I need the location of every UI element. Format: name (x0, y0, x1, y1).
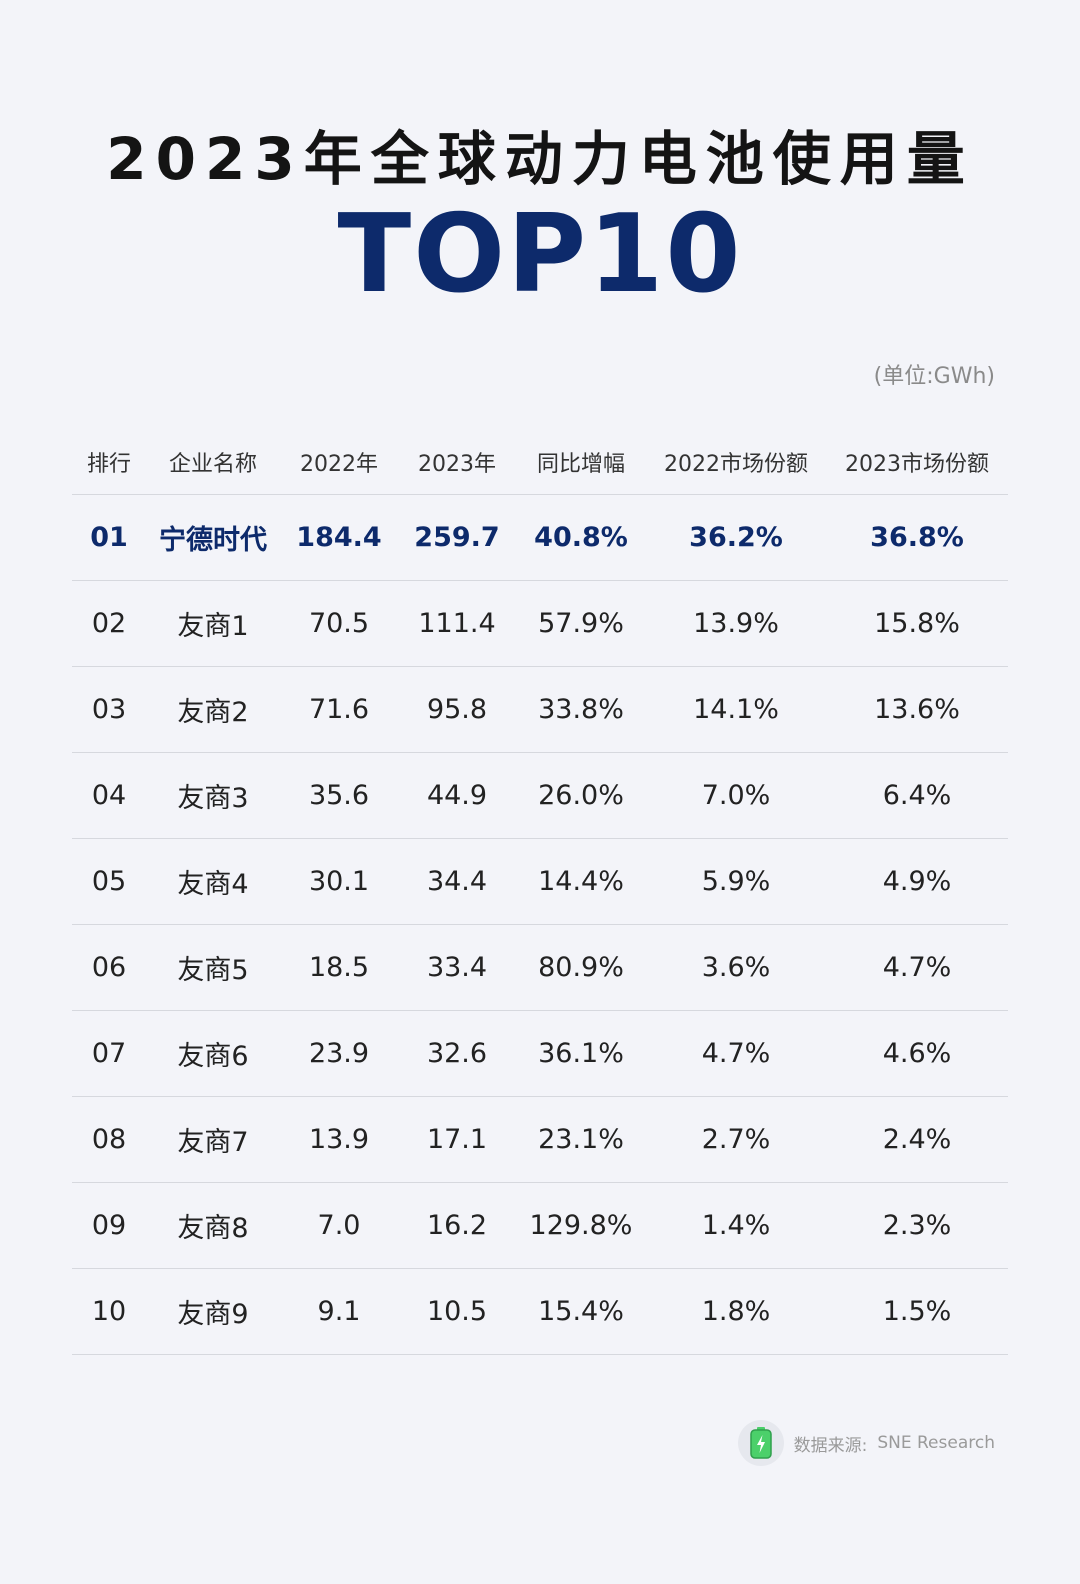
column-header-yoy-growth: 同比增幅 (516, 430, 646, 495)
value-2022-cell: 23.9 (280, 1010, 398, 1097)
rank-cell: 04 (72, 752, 146, 839)
share-2023-cell: 2.4% (826, 1096, 1008, 1183)
value-2022-cell: 30.1 (280, 838, 398, 925)
value-2023-cell: 44.9 (398, 752, 516, 839)
share-2022-cell: 36.2% (646, 494, 826, 581)
company-cell: 友商2 (146, 666, 280, 753)
company-cell: 友商6 (146, 1010, 280, 1097)
share-2022-cell: 1.4% (646, 1182, 826, 1269)
column-header-company: 企业名称 (146, 430, 280, 495)
value-2023-cell: 111.4 (398, 580, 516, 667)
share-2022-cell: 4.7% (646, 1010, 826, 1097)
rank-cell: 09 (72, 1182, 146, 1269)
table-row: 03 友商2 71.6 95.8 33.8% 14.1% 13.6% (72, 666, 1008, 753)
value-2022-cell: 13.9 (280, 1096, 398, 1183)
table-body: 01 宁德时代 184.4 259.7 40.8% 36.2% 36.8% 02 友商1 70.5… (72, 494, 1008, 1355)
value-2023-cell: 259.7 (398, 494, 516, 581)
table-row: 02 友商1 70.5 111.4 57.9% 13.9% 15.8% (72, 580, 1008, 667)
rank-cell: 03 (72, 666, 146, 753)
share-2022-cell: 13.9% (646, 580, 826, 667)
ranking-table-container: 排行 企业名称 2022年 2023年 同比增幅 2022市场份额 2023市场… (72, 430, 1008, 1355)
table-row: 09 友商8 7.0 16.2 129.8% 1.4% 2.3% (72, 1182, 1008, 1269)
column-header-2023: 2023年 (398, 430, 516, 495)
company-cell: 友商9 (146, 1268, 280, 1355)
rank-cell: 01 (72, 494, 146, 581)
yoy-growth-cell: 26.0% (516, 752, 646, 839)
rank-cell: 05 (72, 838, 146, 925)
table-header-row: 排行 企业名称 2022年 2023年 同比增幅 2022市场份额 2023市场… (72, 430, 1008, 495)
value-2023-cell: 95.8 (398, 666, 516, 753)
table-row: 07 友商6 23.9 32.6 36.1% 4.7% 4.6% (72, 1010, 1008, 1097)
table-row: 10 友商9 9.1 10.5 15.4% 1.8% 1.5% (72, 1268, 1008, 1355)
share-2022-cell: 3.6% (646, 924, 826, 1011)
value-2022-cell: 18.5 (280, 924, 398, 1011)
yoy-growth-cell: 23.1% (516, 1096, 646, 1183)
share-2022-cell: 1.8% (646, 1268, 826, 1355)
rank-cell: 07 (72, 1010, 146, 1097)
column-header-2023-share: 2023市场份额 (826, 430, 1008, 495)
company-cell: 友商3 (146, 752, 280, 839)
value-2022-cell: 7.0 (280, 1182, 398, 1269)
ranking-table: 排行 企业名称 2022年 2023年 同比增幅 2022市场份额 2023市场… (72, 430, 1008, 1355)
table-row: 06 友商5 18.5 33.4 80.9% 3.6% 4.7% (72, 924, 1008, 1011)
company-cell: 友商5 (146, 924, 280, 1011)
table-row: 08 友商7 13.9 17.1 23.1% 2.7% 2.4% (72, 1096, 1008, 1183)
rank-cell: 08 (72, 1096, 146, 1183)
page-subtitle: TOP10 (337, 192, 743, 317)
share-2022-cell: 14.1% (646, 666, 826, 753)
value-2023-cell: 16.2 (398, 1182, 516, 1269)
value-2022-cell: 35.6 (280, 752, 398, 839)
table-row: 05 友商4 30.1 34.4 14.4% 5.9% 4.9% (72, 838, 1008, 925)
share-2023-cell: 13.6% (826, 666, 1008, 753)
unit-label: (单位:GWh) (873, 364, 995, 389)
share-2023-cell: 4.9% (826, 838, 1008, 925)
share-2023-cell: 6.4% (826, 752, 1008, 839)
source-label: 数据来源: (793, 1435, 868, 1456)
yoy-growth-cell: 36.1% (516, 1010, 646, 1097)
company-cell: 友商4 (146, 838, 280, 925)
yoy-growth-cell: 15.4% (516, 1268, 646, 1355)
yoy-growth-cell: 57.9% (516, 580, 646, 667)
company-cell: 友商1 (146, 580, 280, 667)
value-2022-cell: 70.5 (280, 580, 398, 667)
share-2022-cell: 5.9% (646, 838, 826, 925)
source-name: SNE Research (877, 1433, 995, 1453)
yoy-growth-cell: 33.8% (516, 666, 646, 753)
rank-cell: 10 (72, 1268, 146, 1355)
column-header-2022: 2022年 (280, 430, 398, 495)
share-2023-cell: 4.7% (826, 924, 1008, 1011)
value-2022-cell: 9.1 (280, 1268, 398, 1355)
share-2022-cell: 2.7% (646, 1096, 826, 1183)
value-2023-cell: 32.6 (398, 1010, 516, 1097)
share-2022-cell: 7.0% (646, 752, 826, 839)
battery-icon (737, 1420, 784, 1466)
column-header-rank: 排行 (72, 430, 146, 495)
company-cell: 宁德时代 (146, 494, 280, 581)
yoy-growth-cell: 80.9% (516, 924, 646, 1011)
company-cell: 友商8 (146, 1182, 280, 1269)
page-title: 2023年全球动力电池使用量 (106, 125, 974, 193)
share-2023-cell: 4.6% (826, 1010, 1008, 1097)
yoy-growth-cell: 14.4% (516, 838, 646, 925)
value-2023-cell: 17.1 (398, 1096, 516, 1183)
share-2023-cell: 36.8% (826, 494, 1008, 581)
share-2023-cell: 1.5% (826, 1268, 1008, 1355)
table-row: 01 宁德时代 184.4 259.7 40.8% 36.2% 36.8% (72, 494, 1008, 581)
value-2023-cell: 10.5 (398, 1268, 516, 1355)
share-2023-cell: 15.8% (826, 580, 1008, 667)
rank-cell: 06 (72, 924, 146, 1011)
yoy-growth-cell: 129.8% (516, 1182, 646, 1269)
value-2023-cell: 33.4 (398, 924, 516, 1011)
value-2022-cell: 71.6 (280, 666, 398, 753)
rank-cell: 02 (72, 580, 146, 667)
value-2022-cell: 184.4 (280, 494, 398, 581)
column-header-2022-share: 2022市场份额 (646, 430, 826, 495)
table-row: 04 友商3 35.6 44.9 26.0% 7.0% 6.4% (72, 752, 1008, 839)
source-footer: 数据来源: SNE Research (737, 1420, 995, 1466)
share-2023-cell: 2.3% (826, 1182, 1008, 1269)
company-cell: 友商7 (146, 1096, 280, 1183)
yoy-growth-cell: 40.8% (516, 494, 646, 581)
value-2023-cell: 34.4 (398, 838, 516, 925)
